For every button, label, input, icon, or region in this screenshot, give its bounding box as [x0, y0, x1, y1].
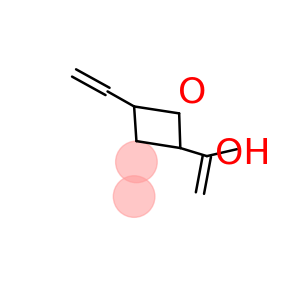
Text: O: O: [178, 76, 206, 110]
Circle shape: [113, 176, 155, 217]
Circle shape: [116, 141, 157, 183]
Text: OH: OH: [215, 137, 270, 171]
